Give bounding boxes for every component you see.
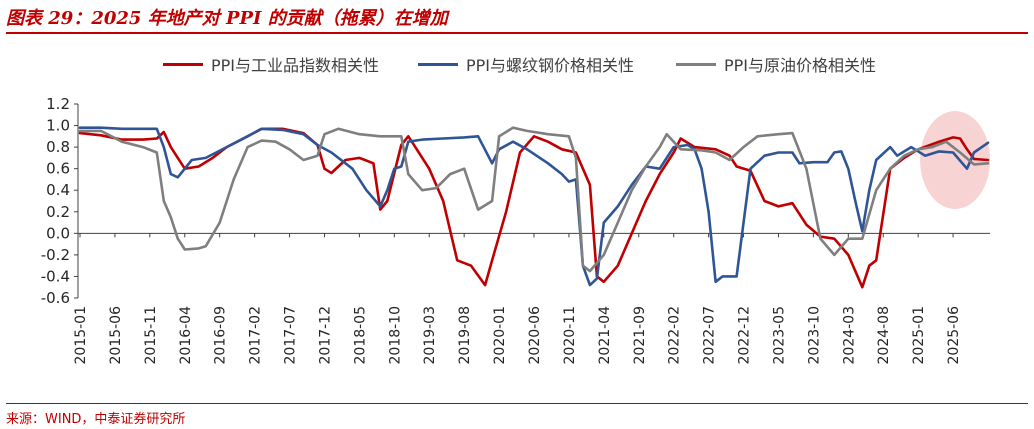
x-tick-label: 2018-10: [387, 306, 403, 365]
x-tick-label: 2017-12: [317, 306, 333, 365]
chart-legend: PPI与工业品指数相关性 PPI与螺纹钢价格相关性 PPI与原油价格相关性: [0, 52, 1034, 78]
x-tick-label: 2022-02: [667, 306, 683, 365]
title-bar: 图表 29：2025 年地产对 PPI 的贡献（拖累）在增加: [0, 0, 1034, 30]
y-tick-label: 0.2: [46, 203, 70, 221]
y-tick-label: 0.4: [46, 181, 70, 199]
y-tick-label: 1.0: [46, 117, 70, 135]
x-tick-label: 2021-04: [597, 306, 613, 365]
x-tick-label: 2020-01: [492, 306, 508, 365]
x-tick-label: 2019-08: [457, 306, 473, 365]
source-note: 来源：WIND，中泰证券研究所: [6, 412, 186, 427]
title-divider: [6, 32, 1028, 34]
y-tick-label: 0.0: [46, 224, 70, 242]
correlation-line-chart: 1.2 1.0 0.8 0.6 0.4 0.2 0.0 -0.2 -0.4 -0.62015-01…: [41, 95, 991, 365]
x-tick-label: 2022-12: [737, 306, 753, 365]
x-tick-label: 2019-03: [422, 306, 438, 365]
y-tick-label: -0.4: [41, 267, 70, 285]
x-tick-label: 2015-11: [143, 306, 159, 365]
x-tick-label: 2025-01: [911, 306, 927, 365]
legend-label-rebar: PPI与螺纹钢价格相关性: [466, 56, 635, 75]
x-tick-label: 2018-05: [352, 306, 368, 365]
x-tick-label: 2022-07: [702, 306, 718, 365]
x-tick-label: 2017-07: [283, 306, 299, 365]
x-tick-label: 2024-03: [841, 306, 857, 365]
x-tick-label: 2016-04: [178, 306, 194, 365]
x-tick-label: 2015-06: [108, 306, 124, 365]
legend-label-oil: PPI与原油价格相关性: [724, 56, 877, 75]
y-tick-label: 1.2: [46, 95, 70, 113]
x-tick-label: 2023-05: [771, 306, 787, 365]
legend-swatch-industrial: [163, 62, 203, 66]
y-tick-label: -0.6: [41, 289, 70, 307]
legend-item-oil: PPI与原油价格相关性: [676, 52, 876, 76]
legend-item-rebar: PPI与螺纹钢价格相关性: [418, 52, 634, 76]
x-tick-label: 2023-10: [806, 306, 822, 365]
legend-swatch-rebar: [418, 62, 458, 66]
x-tick-label: 2021-09: [632, 306, 648, 365]
x-tick-label: 2024-08: [876, 306, 892, 365]
series-line-oil: [78, 126, 990, 273]
y-tick-label: 0.8: [46, 138, 70, 156]
highlight-ellipse: [920, 111, 991, 209]
x-tick-label: 2025-06: [946, 306, 962, 365]
legend-swatch-oil: [676, 62, 716, 66]
y-tick-label: 0.6: [46, 160, 70, 178]
x-tick-label: 2015-01: [73, 306, 89, 365]
x-tick-label: 2017-02: [248, 306, 264, 365]
x-tick-label: 2016-09: [213, 306, 229, 365]
legend-item-industrial: PPI与工业品指数相关性: [163, 52, 379, 76]
source-divider: [6, 403, 1028, 404]
legend-label-industrial: PPI与工业品指数相关性: [211, 56, 380, 75]
chart-title: 图表 29：2025 年地产对 PPI 的贡献（拖累）在增加: [6, 8, 448, 29]
y-tick-label: -0.2: [41, 246, 70, 264]
x-tick-label: 2020-11: [562, 306, 578, 365]
series-line-rebar: [78, 126, 990, 287]
x-tick-label: 2020-06: [527, 306, 543, 365]
